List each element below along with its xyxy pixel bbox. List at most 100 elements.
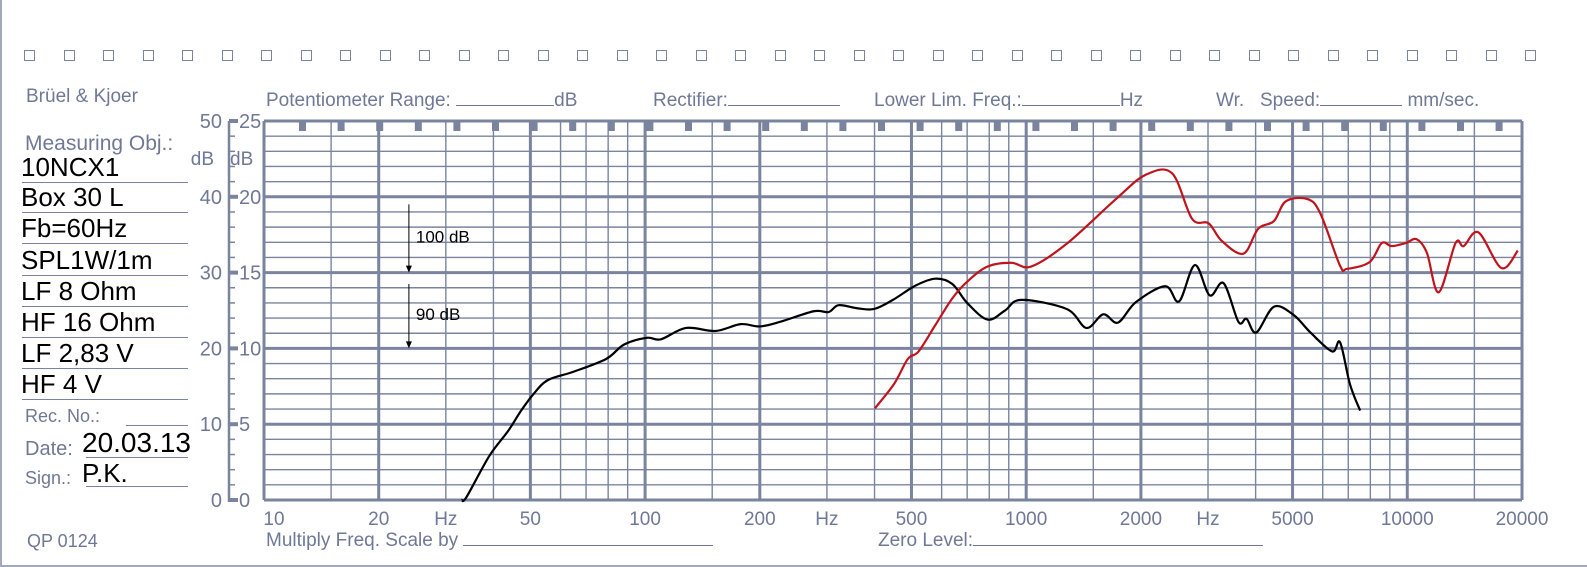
sprocket-hole [1051, 50, 1062, 61]
measuring-obj-entry: HF 16 Ohm [21, 307, 156, 337]
response-curve-black [460, 263, 1362, 503]
chart-top-marker [1264, 121, 1271, 131]
measuring-obj-entry: Fb=60Hz [21, 213, 128, 243]
sprocket-hole [1406, 50, 1418, 61]
chart-top-marker [569, 121, 577, 131]
entry-underline [22, 212, 188, 213]
chart-top-marker [337, 121, 345, 131]
chart-top-marker [492, 121, 499, 131]
measuring-obj-entry: 10NCX1 [21, 152, 120, 182]
sprocket-hole [932, 50, 944, 61]
entry-underline [22, 275, 188, 276]
chart-top-marker [530, 121, 538, 131]
x-unit-label: Hz [1196, 509, 1219, 530]
chart-top-marker [607, 121, 615, 131]
sprocket-hole [261, 50, 272, 61]
writing-speed-unit: mm/sec. [1407, 90, 1480, 111]
potentiometer-range-blank [456, 91, 555, 106]
sprocket-hole [1090, 50, 1102, 61]
chart-top-marker [1148, 121, 1156, 131]
y-unit-inner: dB [230, 149, 253, 170]
chart-top-marker [1225, 121, 1233, 131]
sprocket-hole [103, 50, 114, 61]
chart-top-marker [299, 121, 306, 131]
zero-level-label: Zero Level: [878, 530, 974, 551]
reference-arrow-head [405, 265, 412, 273]
y-tick-label-inner: 10 [239, 338, 261, 360]
x-unit-label: Hz [815, 509, 838, 530]
sprocket-hole [1209, 50, 1220, 61]
form-code: QP 0124 [27, 531, 98, 551]
sprocket-hole [24, 50, 35, 61]
rectifier-label: Rectifier: [653, 90, 728, 111]
sprocket-hole [616, 50, 628, 61]
potentiometer-range-field: Potentiometer Range: dB [266, 90, 577, 112]
sprocket-hole [537, 50, 549, 61]
sign-value: P.K. [82, 458, 128, 488]
reference-level-label: 90 dB [416, 305, 460, 324]
sprocket-hole [695, 50, 707, 61]
entry-underline [22, 243, 188, 244]
chart-top-marker [646, 121, 654, 131]
multiply-freq-scale-field: Multiply Freq. Scale by [266, 530, 714, 552]
y-tick-label-outer: 50 [200, 111, 222, 133]
x-tick-label: 50 [520, 509, 541, 530]
potentiometer-range-label: Potentiometer Range: [266, 90, 451, 111]
sign-line [86, 486, 188, 487]
measuring-obj-entry: LF 2,83 V [21, 338, 134, 368]
x-tick-label: 100 [629, 509, 661, 530]
x-tick-label: 5000 [1271, 509, 1313, 530]
sprocket-hole [498, 50, 509, 61]
entry-underline [22, 306, 188, 307]
sprocket-hole [853, 50, 865, 61]
x-unit-label: Hz [434, 509, 457, 530]
entry-underline [22, 368, 188, 369]
chart-top-marker [685, 121, 692, 131]
x-tick-label: 1000 [1005, 509, 1047, 530]
y-tick-label-inner: 5 [239, 414, 250, 436]
rectifier-blank [727, 91, 840, 106]
sprocket-hole [774, 50, 786, 61]
sprocket-hole [182, 50, 193, 61]
sprocket-hole [1446, 50, 1457, 61]
chart-top-marker [1379, 121, 1387, 131]
y-tick-label-outer: 20 [200, 338, 222, 360]
chart-top-marker [993, 121, 1001, 131]
chart-top-marker [1186, 121, 1194, 131]
sprocket-hole [735, 50, 746, 61]
y-unit-outer: dB [191, 149, 214, 170]
rec-no-label: Rec. No.: [25, 406, 101, 426]
lower-lim-freq-field: Lower Lim. Freq.: Hz [874, 90, 1143, 112]
sprocket-hole [1327, 50, 1339, 61]
rec-no-line [126, 425, 188, 426]
brand-logo-text: Brüel & Kjoer [26, 86, 138, 107]
chart-top-marker [916, 121, 924, 131]
lower-lim-freq-unit: Hz [1119, 90, 1144, 111]
x-tick-label: 500 [896, 509, 928, 530]
chart-top-marker [1341, 121, 1349, 131]
measuring-obj-label: Measuring Obj.: [25, 132, 174, 155]
entry-underline [22, 182, 188, 183]
sprocket-hole [340, 50, 351, 61]
date-value: 20.03.13 [82, 427, 191, 458]
multiply-freq-scale-label: Multiply Freq. Scale by [266, 530, 459, 551]
sprocket-hole [1367, 50, 1378, 61]
x-tick-label: 2000 [1120, 509, 1162, 530]
entry-underline [22, 399, 188, 400]
chart-top-marker [1032, 121, 1040, 131]
chart-top-marker [1457, 121, 1464, 131]
chart-top-marker [762, 121, 770, 131]
sign-label: Sign.: [25, 468, 72, 488]
chart-top-marker [414, 121, 422, 131]
x-tick-label: 20 [368, 509, 389, 530]
rectifier-field: Rectifier: [653, 90, 840, 112]
sprocket-hole [656, 50, 667, 61]
writing-speed-field: Wr. Speed: mm/sec. [1216, 90, 1479, 112]
sprocket-hole [972, 50, 983, 61]
writing-speed-blank [1320, 91, 1403, 106]
lower-lim-freq-label: Lower Lim. Freq.: [874, 90, 1022, 111]
sprocket-hole [1130, 50, 1141, 61]
sprocket-hole [458, 50, 470, 61]
